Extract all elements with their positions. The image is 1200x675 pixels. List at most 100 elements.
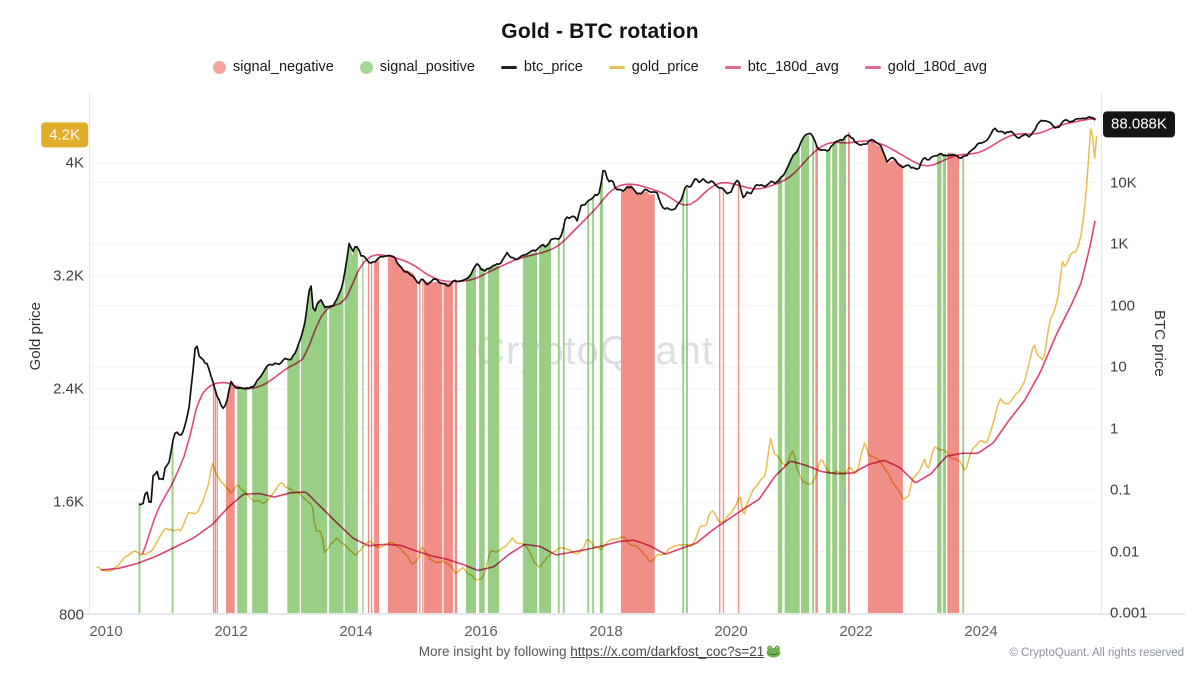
legend-label: signal_negative (233, 59, 334, 75)
legend-item-btc_price[interactable]: btc_price (500, 59, 583, 75)
series-btc_180d_avg[interactable] (141, 117, 1097, 555)
band-positive[interactable] (562, 223, 565, 613)
band-negative[interactable] (737, 182, 740, 613)
left-tick-2.4K: 2.4K (53, 380, 84, 398)
frog-emoji (766, 645, 781, 661)
gold-last-price-badge: 4.2K (41, 122, 88, 148)
band-negative[interactable] (867, 142, 903, 613)
x-tick-2020: 2020 (714, 623, 748, 640)
footer-text: More insight by following (418, 644, 571, 659)
btc-last-price-badge: 88.088K (1103, 111, 1175, 137)
band-positive[interactable] (784, 144, 800, 613)
gold_price-marker-line-icon (608, 65, 625, 69)
plot-layers: CryptoQuant (89, 116, 1101, 614)
band-negative[interactable] (367, 262, 370, 613)
band-positive[interactable] (329, 281, 344, 613)
footer-note: More insight by following https://x.com/… (0, 644, 1200, 661)
band-negative[interactable] (719, 186, 721, 613)
copyright: © CryptoQuant. All rights reserved (1009, 647, 1184, 659)
series-gold_price[interactable] (96, 128, 1098, 581)
band-positive[interactable] (252, 364, 268, 613)
band-negative[interactable] (454, 279, 458, 613)
left-tick-3.2K: 3.2K (53, 267, 84, 285)
left-tick-1.6K: 1.6K (53, 493, 84, 511)
band-negative[interactable] (815, 141, 818, 614)
band-positive[interactable] (479, 266, 485, 613)
right-tick-0.001: 0.001 (1110, 604, 1148, 622)
band-positive[interactable] (832, 142, 838, 613)
series-lines (96, 116, 1098, 581)
right-axis-title: BTC price (1151, 310, 1168, 377)
right-tick-1K: 1K (1110, 235, 1129, 253)
footer-link[interactable]: https://x.com/darkfost_coc?s=21 (570, 644, 765, 659)
band-negative[interactable] (212, 382, 215, 613)
band-positive[interactable] (362, 257, 364, 613)
gold_180d_avg-marker-line-icon (864, 65, 881, 69)
btc_price-marker-line-icon (500, 65, 517, 69)
legend-label: signal_positive (379, 59, 475, 75)
band-negative[interactable] (621, 184, 655, 614)
band-positive[interactable] (839, 133, 846, 614)
band-negative[interactable] (422, 278, 424, 614)
band-positive[interactable] (682, 193, 685, 613)
series-btc_price[interactable] (139, 116, 1096, 506)
right-tick-0.01: 0.01 (1110, 543, 1140, 560)
band-negative[interactable] (419, 281, 421, 614)
band-positive[interactable] (587, 201, 590, 613)
right-tick-10: 10 (1110, 358, 1127, 376)
band-positive[interactable] (466, 266, 476, 613)
watermark: CryptoQuant (476, 329, 714, 373)
right-tick-1: 1 (1110, 420, 1119, 437)
signal_negative-marker-circle-icon (213, 60, 227, 74)
band-negative[interactable] (387, 257, 418, 613)
band-negative[interactable] (214, 388, 216, 614)
chart-legend: signal_negative signal_positive btc_price g… (0, 59, 1200, 75)
band-positive[interactable] (777, 174, 783, 614)
band-negative[interactable] (722, 187, 725, 613)
signal_positive-marker-circle-icon (359, 60, 373, 74)
band-positive[interactable] (801, 135, 810, 613)
band-negative[interactable] (374, 259, 380, 613)
legend-item-signal_positive[interactable]: signal_positive (359, 59, 475, 75)
band-positive[interactable] (171, 438, 174, 613)
band-negative[interactable] (226, 385, 235, 613)
band-positive[interactable] (301, 286, 328, 613)
band-positive[interactable] (539, 241, 551, 613)
right-tick-10K: 10K (1110, 174, 1137, 191)
band-positive[interactable] (686, 187, 688, 613)
band-negative[interactable] (216, 394, 218, 614)
band-negative[interactable] (847, 131, 850, 614)
band-positive[interactable] (557, 236, 560, 613)
x-tick-2022: 2022 (839, 623, 873, 640)
band-negative[interactable] (947, 152, 960, 614)
legend-label: btc_price (523, 59, 583, 75)
legend-item-btc_180d_avg[interactable]: btc_180d_avg (724, 59, 839, 75)
band-positive[interactable] (522, 251, 538, 613)
legend-item-gold_price[interactable]: gold_price (608, 59, 699, 75)
legend-item-gold_180d_avg[interactable]: gold_180d_avg (864, 59, 987, 75)
band-positive[interactable] (937, 153, 942, 613)
band-positive[interactable] (592, 194, 595, 613)
band-positive[interactable] (942, 153, 946, 614)
band-positive[interactable] (962, 156, 965, 614)
legend-label: gold_180d_avg (887, 59, 987, 75)
band-positive[interactable] (237, 386, 248, 613)
band-positive[interactable] (344, 244, 358, 613)
band-positive[interactable] (487, 265, 500, 613)
legend-item-signal_negative[interactable]: signal_negative (213, 59, 334, 75)
band-negative[interactable] (424, 280, 443, 613)
band-positive[interactable] (599, 170, 603, 613)
legend-label: gold_price (631, 59, 699, 75)
band-positive[interactable] (287, 342, 300, 614)
band-negative[interactable] (443, 281, 453, 613)
band-positive[interactable] (812, 135, 815, 614)
band-negative[interactable] (371, 263, 373, 614)
x-tick-2024: 2024 (964, 623, 998, 640)
x-tick-2010: 2010 (89, 623, 123, 640)
band-positive[interactable] (138, 502, 141, 613)
x-tick-2018: 2018 (589, 623, 623, 640)
band-positive[interactable] (826, 149, 831, 614)
left-tick-4K: 4K (65, 154, 84, 172)
